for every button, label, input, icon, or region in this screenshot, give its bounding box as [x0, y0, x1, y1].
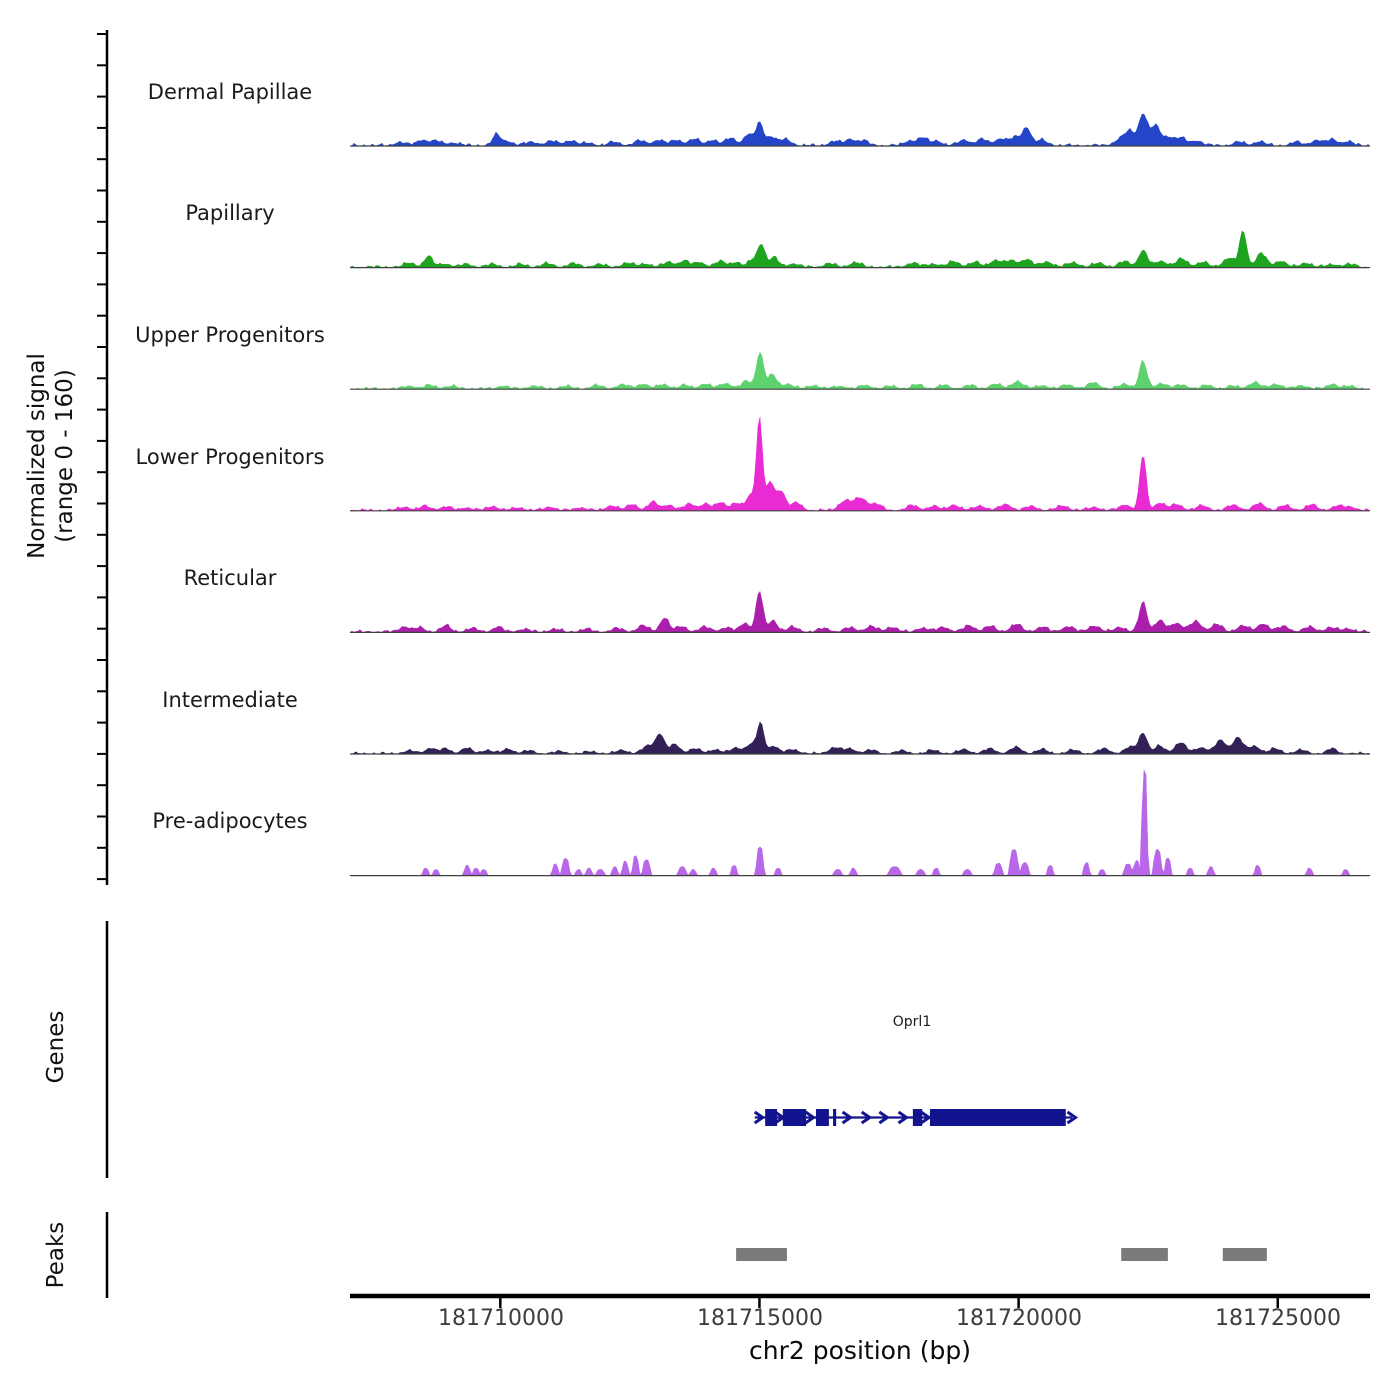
signal-area-papillary [349, 230, 1370, 268]
gene-exon [929, 1109, 1066, 1126]
y-axis-label-line1: Normalized signal [24, 353, 50, 559]
x-tick-label-181715000: 181715000 [697, 1306, 823, 1331]
track-label-upper-progenitors: Upper Progenitors [135, 323, 325, 347]
track-label-intermediate: Intermediate [162, 688, 298, 712]
peaks-section-label: Peaks [43, 1221, 69, 1289]
gene-strand-arrow-icon [860, 1110, 873, 1125]
gene-strand-arrow-icon [897, 1110, 910, 1125]
gene-strand-arrow-icon [841, 1110, 854, 1125]
x-tick-label-181710000: 181710000 [438, 1306, 564, 1331]
gene-exon [912, 1109, 923, 1126]
x-tick-label-181725000: 181725000 [1215, 1306, 1341, 1331]
signal-area-intermediate [350, 721, 1371, 755]
signal-area-dermal-papillae [349, 113, 1371, 147]
signal-area-upper-progenitors [350, 351, 1370, 390]
track-label-papillary: Papillary [185, 201, 275, 225]
gene-name-label: Oprl1 [892, 1014, 932, 1030]
peak-region [1222, 1248, 1267, 1261]
gene-strand-arrow-icon [804, 1110, 817, 1125]
gene-strand-arrow-icon [753, 1110, 766, 1125]
gene-strand-arrow-icon [878, 1110, 890, 1125]
signal-area-pre-adipocytes [350, 769, 1370, 877]
gene-exon [765, 1109, 778, 1126]
peak-region [736, 1248, 787, 1261]
track-label-dermal-papillae: Dermal Papillae [147, 80, 313, 104]
track-label-reticular: Reticular [183, 566, 277, 590]
gene-strand-arrow-icon [920, 1110, 932, 1125]
peak-region [1121, 1248, 1168, 1261]
track-label-lower-progenitors: Lower Progenitors [135, 445, 325, 469]
track-label-pre-adipocytes: Pre-adipocytes [152, 809, 308, 833]
gene-strand-arrow-icon [774, 1110, 786, 1125]
gene-exon [833, 1109, 837, 1126]
x-axis-title: chr2 position (bp) [749, 1336, 971, 1365]
gene-strand-arrow-icon [1066, 1110, 1079, 1125]
x-tick-label-181720000: 181720000 [956, 1306, 1082, 1331]
gene-exon [815, 1109, 829, 1126]
signal-area-reticular [349, 590, 1370, 633]
gene-exon [782, 1109, 807, 1126]
signal-area-lower-progenitors [349, 416, 1371, 512]
